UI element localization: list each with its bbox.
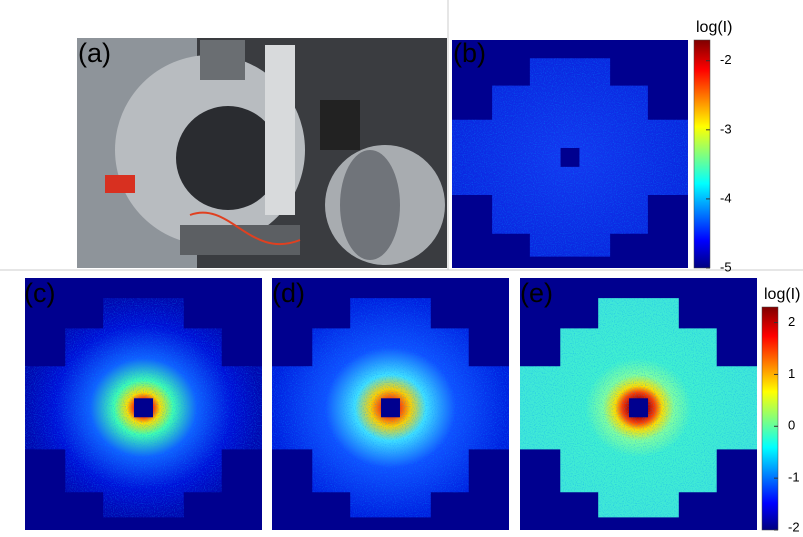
colorbar-tick-label: 2	[788, 314, 795, 329]
colorbar-title: log(I)	[696, 19, 732, 36]
colorbar-tick-label: -3	[720, 121, 732, 136]
panel-label: (a)	[78, 38, 111, 68]
colorbar	[693, 39, 711, 269]
colorbar-tick-label: -2	[720, 52, 732, 67]
colorbar-tick-label: -4	[720, 190, 732, 205]
colorbar-tick-label: 1	[788, 366, 795, 381]
colorbar	[761, 306, 779, 531]
beamstop	[134, 398, 153, 418]
panel-label: (c)	[24, 278, 55, 308]
colorbar-title: log(I)	[764, 286, 800, 303]
colorbar-tick-label: -1	[788, 470, 800, 485]
colorbar-tick-label: 0	[788, 418, 795, 433]
colorbar-tick-label: -5	[720, 259, 732, 274]
panel-label: (d)	[272, 278, 305, 308]
colorbar-tick-label: -2	[788, 519, 800, 534]
photo	[77, 38, 447, 268]
panel-label: (e)	[520, 278, 553, 308]
beamstop	[560, 147, 580, 167]
beamstop	[629, 398, 648, 418]
panel-label: (b)	[453, 38, 486, 68]
beamstop	[381, 398, 400, 418]
